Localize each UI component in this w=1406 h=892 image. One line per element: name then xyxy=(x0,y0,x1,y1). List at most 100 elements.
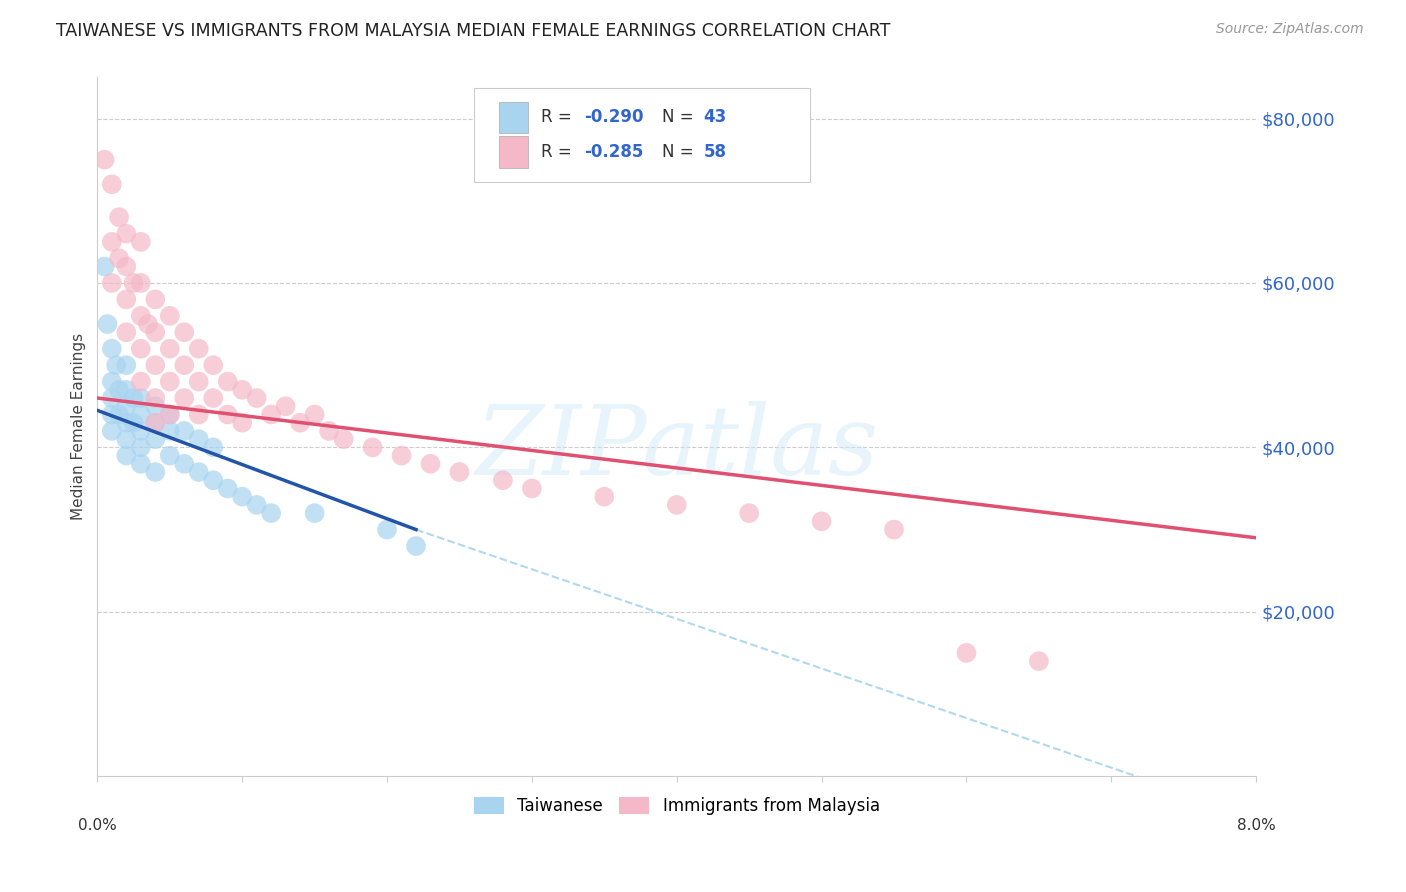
Point xyxy=(143,391,166,405)
Point xyxy=(231,490,253,504)
FancyBboxPatch shape xyxy=(474,88,810,182)
Point xyxy=(391,449,413,463)
Point xyxy=(173,326,195,340)
Point xyxy=(101,276,124,290)
Point xyxy=(449,465,471,479)
Point xyxy=(115,383,138,397)
Point xyxy=(101,408,124,422)
Point xyxy=(738,506,761,520)
Point xyxy=(173,424,195,438)
Point xyxy=(260,408,283,422)
Point xyxy=(260,506,283,520)
Point xyxy=(231,383,253,397)
Point xyxy=(173,457,195,471)
Text: 43: 43 xyxy=(703,108,727,127)
Text: 58: 58 xyxy=(703,144,727,161)
Point xyxy=(375,523,398,537)
Point xyxy=(105,358,128,372)
Point xyxy=(361,441,384,455)
Point xyxy=(304,506,326,520)
Point xyxy=(217,375,239,389)
Text: 0.0%: 0.0% xyxy=(77,818,117,833)
Point xyxy=(187,408,209,422)
Point xyxy=(108,383,131,397)
Point xyxy=(187,375,209,389)
Point xyxy=(159,424,181,438)
Point xyxy=(246,498,269,512)
Point xyxy=(202,473,225,487)
Point xyxy=(129,235,152,249)
Point xyxy=(231,416,253,430)
Point xyxy=(304,408,326,422)
Point xyxy=(143,358,166,372)
Text: TAIWANESE VS IMMIGRANTS FROM MALAYSIA MEDIAN FEMALE EARNINGS CORRELATION CHART: TAIWANESE VS IMMIGRANTS FROM MALAYSIA ME… xyxy=(56,22,890,40)
FancyBboxPatch shape xyxy=(499,102,529,133)
Point xyxy=(93,153,115,167)
Point xyxy=(288,416,311,430)
Point xyxy=(115,326,138,340)
Point xyxy=(405,539,427,553)
Point xyxy=(332,432,354,446)
Point xyxy=(159,408,181,422)
Point xyxy=(115,449,138,463)
Text: R =: R = xyxy=(541,108,578,127)
Point xyxy=(115,227,138,241)
FancyBboxPatch shape xyxy=(499,136,529,168)
Point xyxy=(108,408,131,422)
Point xyxy=(101,178,124,192)
Point xyxy=(665,498,688,512)
Point xyxy=(108,210,131,224)
Point xyxy=(101,424,124,438)
Text: 8.0%: 8.0% xyxy=(1237,818,1275,833)
Point xyxy=(122,391,145,405)
Point xyxy=(115,416,138,430)
Point xyxy=(274,399,297,413)
Point xyxy=(143,432,166,446)
Point xyxy=(122,276,145,290)
Point xyxy=(101,342,124,356)
Point xyxy=(93,260,115,274)
Point xyxy=(159,309,181,323)
Point xyxy=(115,399,138,413)
Point xyxy=(143,416,166,430)
Point xyxy=(143,293,166,307)
Point xyxy=(129,424,152,438)
Point xyxy=(101,375,124,389)
Y-axis label: Median Female Earnings: Median Female Earnings xyxy=(72,334,86,520)
Point xyxy=(115,432,138,446)
Point xyxy=(143,326,166,340)
Point xyxy=(810,514,832,528)
Point xyxy=(492,473,515,487)
Point xyxy=(883,523,905,537)
Point xyxy=(129,457,152,471)
Point xyxy=(187,465,209,479)
Point xyxy=(129,408,152,422)
Text: -0.290: -0.290 xyxy=(583,108,644,127)
Point xyxy=(202,441,225,455)
Point xyxy=(173,391,195,405)
Point xyxy=(202,358,225,372)
Point xyxy=(101,235,124,249)
Point xyxy=(143,416,166,430)
Text: R =: R = xyxy=(541,144,578,161)
Point xyxy=(1028,654,1050,668)
Point xyxy=(173,358,195,372)
Text: -0.285: -0.285 xyxy=(583,144,644,161)
Point xyxy=(101,391,124,405)
Point xyxy=(129,342,152,356)
Point xyxy=(129,391,152,405)
Text: N =: N = xyxy=(662,144,699,161)
Point xyxy=(217,482,239,496)
Point xyxy=(143,399,166,413)
Point xyxy=(159,408,181,422)
Point xyxy=(419,457,441,471)
Point xyxy=(217,408,239,422)
Point xyxy=(187,342,209,356)
Point xyxy=(955,646,977,660)
Legend: Taiwanese, Immigrants from Malaysia: Taiwanese, Immigrants from Malaysia xyxy=(465,789,889,823)
Point xyxy=(246,391,269,405)
Point xyxy=(122,416,145,430)
Point xyxy=(143,465,166,479)
Point xyxy=(318,424,340,438)
Point xyxy=(115,293,138,307)
